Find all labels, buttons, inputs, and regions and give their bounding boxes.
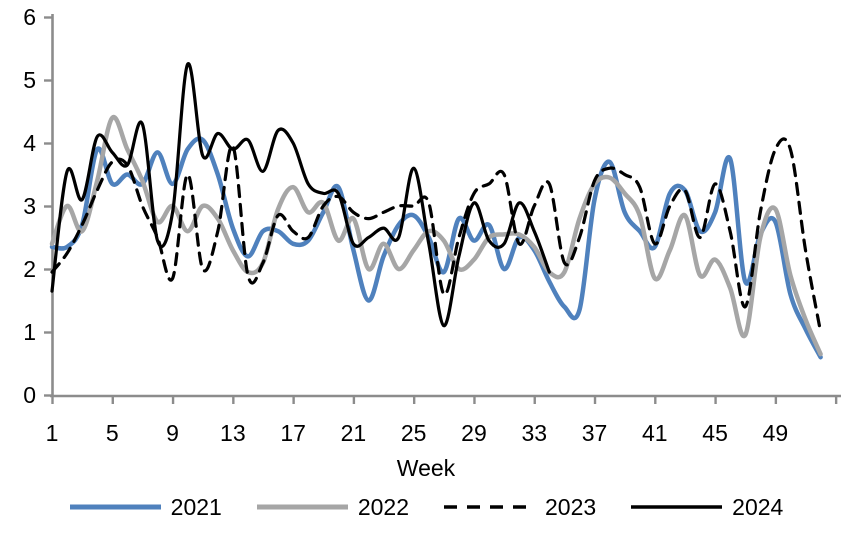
y-tick-label: 1	[23, 319, 36, 345]
legend-line-sample-2022	[256, 504, 348, 510]
legend-line-sample-2023	[444, 505, 535, 509]
x-tick-label: 49	[763, 420, 789, 446]
x-tick-label: 45	[702, 420, 728, 446]
y-tick-label: 3	[23, 193, 36, 219]
x-tick-label: 17	[280, 420, 306, 446]
x-tick-label: 9	[166, 420, 179, 446]
y-tick-label: 4	[23, 130, 36, 156]
series-line-2023	[50, 137, 823, 334]
x-tick-label: 21	[341, 420, 367, 446]
x-tick-label: 41	[642, 420, 668, 446]
x-tick-label: 33	[521, 420, 547, 446]
x-tick-label: 13	[220, 420, 246, 446]
x-tick-label: 25	[401, 420, 427, 446]
y-tick-label: 5	[23, 67, 36, 93]
legend-item-2021[interactable]: 2021	[69, 492, 222, 522]
x-axis-title: Week	[396, 455, 456, 481]
x-tick-label: 29	[461, 420, 487, 446]
chart-legend: 2021 2022 2023 2024	[0, 492, 852, 522]
series-line-2021	[49, 136, 823, 360]
x-tick-label: 5	[106, 420, 119, 446]
legend-line-sample-2021	[69, 504, 161, 510]
legend-item-2023[interactable]: 2023	[443, 492, 596, 522]
legend-label-2022: 2022	[357, 494, 409, 520]
series-line-2024	[50, 62, 551, 328]
y-tick-label: 6	[23, 4, 36, 30]
y-tick-label: 0	[23, 382, 36, 408]
legend-item-2022[interactable]: 2022	[256, 492, 409, 522]
legend-label-2024: 2024	[732, 494, 784, 520]
x-tick-label: 1	[46, 420, 59, 446]
legend-label-2021: 2021	[170, 494, 222, 520]
legend-item-2024[interactable]: 2024	[630, 492, 783, 522]
y-tick-label: 2	[23, 256, 36, 282]
x-tick-label: 37	[582, 420, 608, 446]
legend-label-2023: 2023	[545, 494, 597, 520]
legend-line-sample-2024	[631, 505, 723, 509]
